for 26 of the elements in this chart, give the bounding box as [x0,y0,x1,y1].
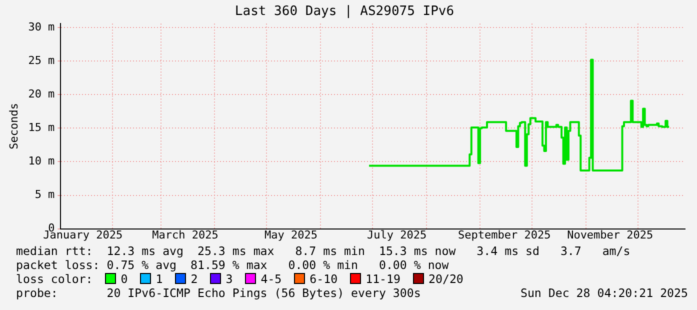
text: loss color: [16,272,93,286]
y-tick-label: 20 m [28,88,56,101]
y-axis-title: Seconds [7,103,20,150]
x-tick-label: November 2025 [567,228,654,242]
text: 4-5 [260,272,282,286]
y-tick-label: 25 m [28,54,56,68]
x-tick-label: May 2025 [264,228,318,242]
text: 0 [120,272,128,286]
y-tick-label: 30 m [28,20,56,34]
y-tick-label: 5 m [34,188,56,202]
text: 3 [226,272,233,286]
text: 1 [156,272,163,286]
y-tick-label: 10 m [28,154,56,168]
x-tick-label: March 2025 [152,228,218,242]
x-tick-label: September 2025 [458,228,551,242]
text: probe: 20 IPv6-ICMP Echo Pings (56 Bytes) every 300s [16,286,421,300]
text: Sun Dec 28 04:20:21 2025 [520,286,688,300]
text: 11-19 [366,272,400,286]
text: packet loss: 0.75 % avg 81.59 % max 0.00 % min 0.00 % now [16,258,450,272]
text: median rtt: 12.3 ms avg 25.3 ms max 8.7 ms min 15.3 ms now 3.4 ms sd 3.7 am/s [16,244,632,258]
text: 2 [190,272,198,286]
chart-title: Last 360 Days | AS29075 IPv6 [234,4,454,20]
y-tick-label: 15 m [28,121,56,134]
text: 6-10 [310,272,338,286]
x-tick-label: July 2025 [367,228,427,242]
text: 20/20 [428,272,464,286]
